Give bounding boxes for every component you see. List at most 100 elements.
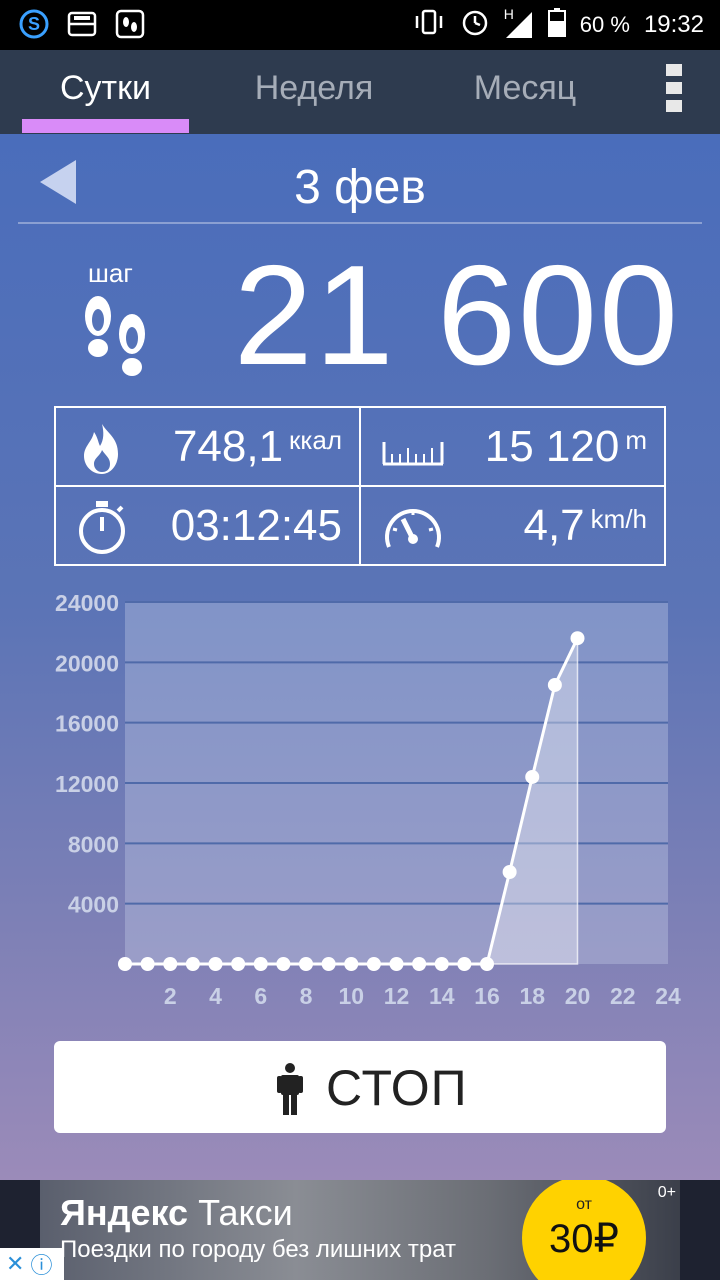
chart-point (118, 957, 132, 971)
y-tick-label: 12000 (55, 771, 119, 797)
tab-day[interactable]: Сутки (60, 69, 151, 107)
chart-point (163, 957, 178, 971)
distance-value: 15 120 (484, 422, 620, 471)
stats-grid: 748,1 ккал 15 120 m (54, 406, 666, 566)
s-app-icon: S (18, 8, 50, 40)
chart-point (502, 864, 517, 879)
network-type: H (503, 6, 514, 22)
pedometer-app-icon (114, 8, 146, 40)
footprints-icon (85, 296, 145, 376)
chart-point (434, 957, 449, 971)
calories-value: 748,1 (172, 422, 284, 471)
ad-age-rating: 0+ (657, 1184, 676, 1201)
menu-dot-icon (666, 82, 682, 94)
ad-banner[interactable]: Яндекс Такси Поездки по городу без лишни… (0, 1180, 720, 1280)
x-tick-label: 4 (209, 983, 222, 1009)
x-tick-label: 8 (300, 983, 313, 1009)
ad-image[interactable]: Яндекс Такси Поездки по городу без лишни… (40, 1180, 680, 1280)
fire-icon (84, 424, 118, 474)
chart-point (389, 957, 404, 971)
y-tick-label: 24000 (55, 590, 119, 616)
alarm-icon (460, 7, 490, 43)
x-tick-label: 16 (474, 983, 500, 1009)
tab-month[interactable]: Месяц (473, 69, 577, 107)
active-tab-indicator (22, 119, 189, 133)
overflow-menu-button[interactable] (666, 64, 684, 112)
speed-cell: 4,7 km/h (361, 487, 665, 565)
x-tick-label: 2 (164, 983, 177, 1009)
chart-point (276, 957, 291, 971)
chart-point (547, 677, 562, 692)
ad-brand-bold: Яндекс (60, 1192, 189, 1233)
chart-point (457, 957, 472, 971)
chart-point (185, 957, 200, 971)
chart-point (299, 957, 313, 971)
chart-point (321, 957, 336, 971)
tab-week[interactable]: Неделя (254, 69, 374, 107)
y-tick-label: 16000 (55, 711, 119, 737)
calories-unit: ккал (289, 425, 342, 455)
chart-point (570, 631, 585, 646)
y-tick-label: 4000 (68, 892, 119, 918)
x-tick-label: 14 (429, 983, 455, 1009)
previous-day-arrow-icon[interactable] (40, 160, 76, 204)
menu-dot-icon (666, 64, 682, 76)
chart-point (140, 957, 155, 971)
x-tick-label: 20 (565, 983, 591, 1009)
divider (56, 485, 664, 487)
x-tick-label: 22 (610, 983, 636, 1009)
vibrate-icon (412, 8, 446, 42)
x-tick-label: 12 (384, 983, 410, 1009)
steps-label: шаг (88, 258, 133, 288)
signal-icon: H (504, 6, 534, 40)
chart-point (344, 957, 359, 971)
chart-point (253, 957, 268, 971)
chart-point (366, 957, 381, 971)
stop-button-label: СТОП (326, 1060, 468, 1116)
person-icon (277, 1063, 303, 1115)
chart-point (208, 957, 223, 971)
ad-price-badge: от 30₽ (522, 1180, 646, 1280)
speed-unit: km/h (590, 504, 647, 534)
menu-dot-icon (666, 100, 682, 112)
chart-point (412, 957, 427, 971)
duration-cell: 03:12:45 (56, 487, 360, 565)
x-tick-label: 18 (519, 983, 545, 1009)
date-navigator: 3 фев (18, 144, 702, 224)
chart-point (525, 769, 540, 784)
calories-cell: 748,1 ккал (56, 408, 360, 486)
ad-brand: Яндекс Такси (60, 1192, 293, 1234)
status-bar: S H 60 % 19:32 (0, 0, 720, 50)
ad-price-prefix: от (576, 1196, 592, 1213)
duration-value: 03:12:45 (170, 501, 342, 550)
x-tick-label: 24 (655, 983, 681, 1009)
ad-tagline: Поездки по городу без лишних трат (60, 1236, 457, 1263)
ad-brand-light: Такси (188, 1192, 293, 1233)
step-count: 21 600 (233, 236, 680, 395)
distance-cell: 15 120 m (361, 408, 665, 486)
daily-summary-panel: 3 фев шаг 21 600 748,1 ккал (0, 134, 720, 1180)
stopwatch-icon (79, 501, 125, 554)
battery-level: 60 % (579, 12, 630, 37)
speed-value: 4,7 (523, 501, 585, 550)
ad-info-icon[interactable]: ⓘ (30, 1253, 53, 1278)
speedometer-icon (385, 509, 441, 548)
ruler-icon (382, 442, 444, 466)
distance-unit: m (625, 425, 647, 455)
date-label: 3 фев (294, 161, 426, 214)
ad-price: 30₽ (549, 1217, 619, 1261)
battery-icon (547, 7, 566, 43)
y-tick-label: 8000 (68, 831, 119, 857)
close-ad-icon[interactable]: ✕ (6, 1251, 25, 1276)
y-tick-label: 20000 (55, 650, 119, 676)
x-tick-label: 10 (338, 983, 364, 1009)
clock: 19:32 (643, 11, 704, 38)
stop-button[interactable]: СТОП (54, 1041, 666, 1133)
inbox-icon (66, 8, 98, 40)
x-tick-label: 6 (254, 983, 267, 1009)
svg-text:S: S (28, 14, 40, 34)
ad-controls: ✕ ⓘ (0, 1248, 64, 1280)
chart-point (231, 957, 246, 971)
chart-point (480, 957, 494, 971)
